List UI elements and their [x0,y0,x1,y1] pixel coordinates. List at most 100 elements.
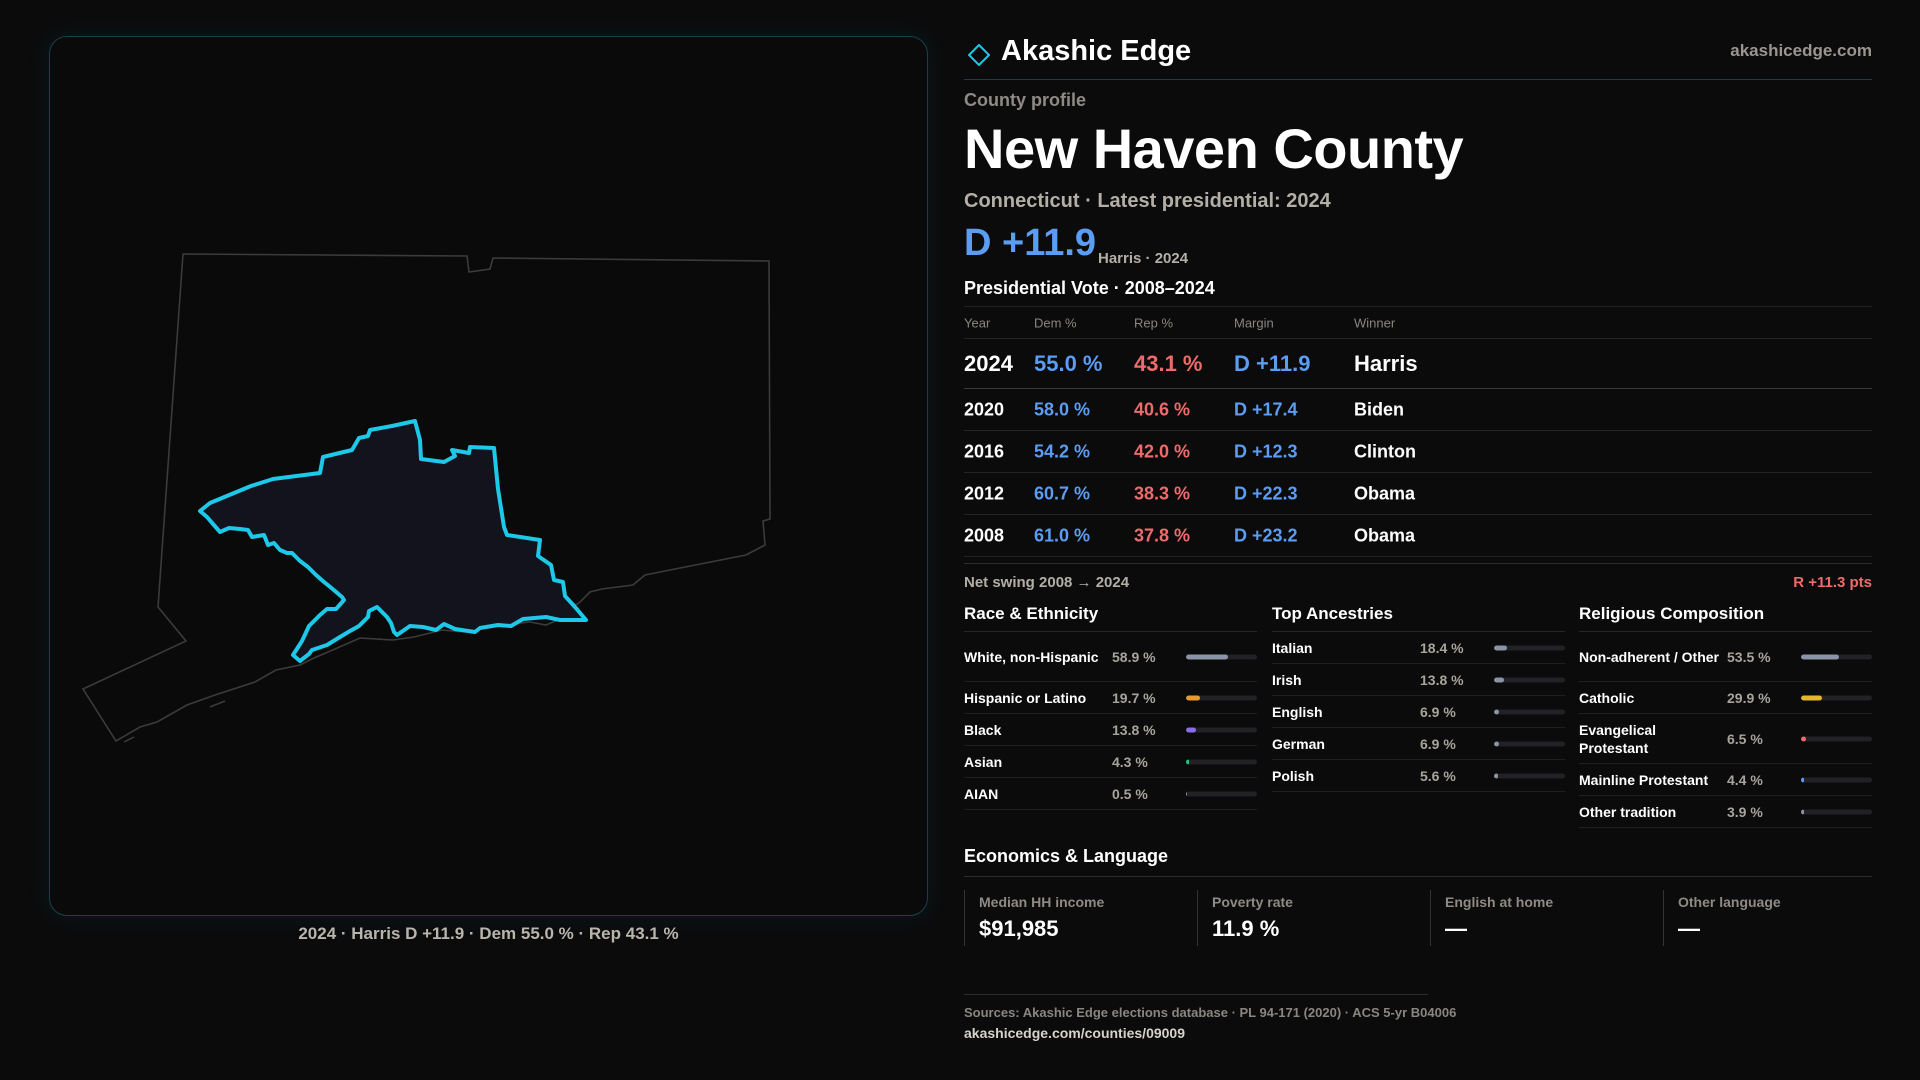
row-margin: D +12.3 [1234,441,1298,461]
stat-label: English at home [1445,894,1554,910]
state-map [81,253,771,743]
row-dem: 58.0 % [1034,399,1091,419]
list-item: Irish 13.8 % [1272,664,1565,696]
item-value: 29.9 % [1727,689,1771,706]
item-bar [1186,695,1257,700]
list-item: White, non-Hispanic 58.9 % [964,632,1257,682]
item-bar [1186,727,1257,732]
vote-table: Year Dem % Rep % Margin Winner 2024 55.0… [964,306,1872,557]
item-bar [1494,677,1565,682]
item-label: Evangelical Protestant [1579,721,1657,756]
table-row: 2016 54.2 % 42.0 % D +12.3 Clinton [964,431,1872,473]
item-bar-fill [1186,759,1190,764]
row-margin: D +22.3 [1234,483,1298,503]
item-bar-fill [1801,654,1839,659]
item-bar [1494,709,1565,714]
item-value: 4.3 % [1112,753,1148,770]
table-row: 2020 58.0 % 40.6 % D +17.4 Biden [964,389,1872,431]
latest-margin-note: Harris · 2024 [1098,250,1189,267]
col-dem: Dem % [1034,315,1077,330]
list-item: Mainline Protestant 4.4 % [1579,764,1872,796]
item-bar-fill [1186,695,1200,700]
list-item: Other tradition 3.9 % [1579,796,1872,828]
item-value: 6.9 % [1420,703,1456,720]
item-label: Italian [1272,639,1313,656]
col-rep: Rep % [1134,315,1174,330]
row-margin: D +23.2 [1234,525,1298,545]
row-rep: 43.1 % [1134,350,1203,376]
stat-label: Poverty rate [1212,894,1293,910]
row-rep: 37.8 % [1134,525,1191,545]
swing-label: Net swing 2008 → 2024 [964,574,1130,591]
ancestry-title: Top Ancestries [1272,602,1565,632]
diamond-logo-icon [968,44,990,66]
county-url-link[interactable]: akashicedge.com/counties/09009 [964,1025,1185,1041]
race-title: Race & Ethnicity [964,602,1257,632]
item-value: 3.9 % [1727,803,1763,820]
item-bar [1801,654,1872,659]
item-value: 18.4 % [1420,639,1464,656]
state-outline [81,253,771,743]
list-item: AIAN 0.5 % [964,778,1257,810]
item-label: Asian [964,753,1003,770]
row-winner: Clinton [1354,441,1416,461]
map-caption: 2024 · Harris D +11.9 · Dem 55.0 % · Rep… [298,924,679,943]
stat-value: — [1445,916,1467,941]
col-year: Year [964,315,991,330]
item-bar-fill [1494,741,1499,746]
profile-kicker: County profile [964,90,1086,110]
col-margin: Margin [1234,315,1274,330]
item-value: 13.8 % [1420,671,1464,688]
list-item: Hispanic or Latino 19.7 % [964,682,1257,714]
item-value: 5.6 % [1420,767,1456,784]
item-bar [1801,777,1872,782]
item-bar [1494,741,1565,746]
race-ethnicity-section: Race & Ethnicity White, non-Hispanic 58.… [964,602,1257,810]
profile-subtitle: Connecticut · Latest presidential: 2024 [964,190,1331,212]
item-value: 0.5 % [1112,785,1148,802]
item-bar [1494,773,1565,778]
stat-value: — [1678,916,1700,941]
map-panel[interactable] [49,36,928,916]
stat-card: Poverty rate 11.9 % [1197,890,1417,946]
item-bar [1186,791,1257,796]
row-margin: D +17.4 [1234,399,1298,419]
latest-margin: D +11.9 [964,222,1097,264]
row-year: 2024 [964,350,1013,376]
item-label: Mainline Protestant [1579,771,1709,788]
item-value: 13.8 % [1112,721,1156,738]
list-item: German 6.9 % [1272,728,1565,760]
brand-name[interactable]: Akashic Edge [1001,35,1192,67]
item-bar-fill [1494,709,1499,714]
row-rep: 42.0 % [1134,441,1191,461]
economics-title: Economics & Language [964,846,1169,866]
ancestry-section: Top Ancestries Italian 18.4 % Irish 13.8… [1272,602,1565,792]
brand-url-link[interactable]: akashicedge.com [1730,41,1872,60]
list-item: Italian 18.4 % [1272,632,1565,664]
row-winner: Obama [1354,483,1416,503]
item-bar [1494,645,1565,650]
swing-value: R +11.3 pts [1793,574,1872,591]
item-value: 58.9 % [1112,648,1156,665]
religion-title: Religious Composition [1579,602,1872,632]
page-title: New Haven County [964,117,1464,180]
row-dem: 55.0 % [1034,350,1103,376]
item-bar-fill [1801,777,1805,782]
item-bar-fill [1186,727,1196,732]
divider [964,994,1428,995]
item-label: Other tradition [1579,803,1677,820]
item-label: Black [964,721,1002,738]
item-value: 6.9 % [1420,735,1456,752]
item-value: 53.5 % [1727,648,1771,665]
row-winner: Obama [1354,525,1416,545]
row-dem: 60.7 % [1034,483,1091,503]
item-bar [1801,695,1872,700]
item-bar-fill [1494,645,1508,650]
item-bar-fill [1186,654,1228,659]
stat-value: 11.9 % [1212,916,1280,941]
new-haven-county-shape[interactable] [198,419,588,663]
list-item: Polish 5.6 % [1272,760,1565,792]
item-bar-fill [1801,736,1806,741]
item-value: 4.4 % [1727,771,1763,788]
item-value: 6.5 % [1727,730,1763,747]
